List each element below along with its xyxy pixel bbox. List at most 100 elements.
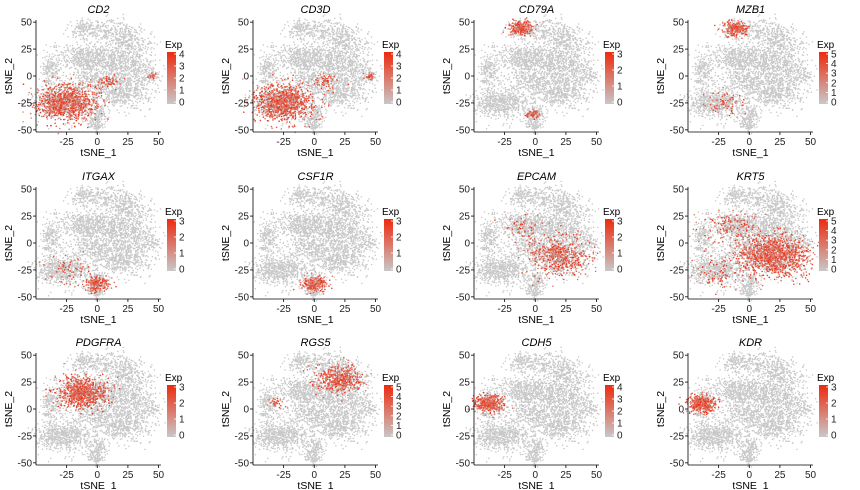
cell-point xyxy=(114,36,116,38)
cell-point xyxy=(94,44,96,46)
cell-point xyxy=(80,25,82,27)
cell-point xyxy=(100,37,102,39)
cell-point xyxy=(99,29,101,31)
cell-point xyxy=(118,39,120,41)
cell-point xyxy=(150,33,152,35)
feature-plot-grid: CD250250-25-50-25 0 25 50tSNE_1tSNE_2Exp432… xyxy=(0,0,860,490)
cell-point xyxy=(83,27,85,29)
cell-point xyxy=(92,25,94,27)
cell-point xyxy=(126,36,128,38)
cell-point xyxy=(139,33,141,35)
cell-point xyxy=(91,28,93,30)
cell-point xyxy=(138,39,140,41)
cell-point xyxy=(75,25,77,27)
cell-point xyxy=(80,28,82,30)
cell-point xyxy=(125,26,127,28)
cell-point xyxy=(134,29,136,31)
cell-point xyxy=(116,32,118,34)
cell-point xyxy=(118,22,120,24)
cell-point xyxy=(84,39,86,41)
cell-point xyxy=(147,59,149,61)
cell-point xyxy=(90,22,92,24)
cell-point xyxy=(149,41,151,43)
cell-point xyxy=(80,39,82,41)
cell-point xyxy=(113,39,115,41)
cell-point xyxy=(67,78,69,80)
cell-point xyxy=(153,48,155,50)
cell-point xyxy=(96,32,98,34)
cell-point xyxy=(110,30,112,32)
cell-point xyxy=(82,21,84,23)
cell-point xyxy=(107,29,109,31)
cell-point xyxy=(117,26,119,28)
cell-point xyxy=(123,31,125,33)
cell-point xyxy=(118,40,120,42)
cell-point xyxy=(80,32,82,34)
cell-point xyxy=(119,45,121,47)
cell-point xyxy=(124,28,126,30)
cell-point xyxy=(82,29,84,31)
cell-point xyxy=(139,48,141,50)
cell-point xyxy=(82,38,84,40)
cell-point xyxy=(132,42,134,44)
cell-point xyxy=(109,20,111,22)
cell-point xyxy=(113,25,115,27)
cell-point xyxy=(120,42,122,44)
cell-point xyxy=(98,24,100,26)
cell-point xyxy=(104,37,106,39)
cell-point xyxy=(120,34,122,36)
cell-point xyxy=(118,42,120,44)
cell-point xyxy=(140,37,142,39)
cell-point xyxy=(96,34,98,36)
cell-point xyxy=(100,26,102,28)
cell-point xyxy=(106,27,108,29)
cell-point xyxy=(106,15,108,17)
cell-point xyxy=(86,74,88,76)
cell-point xyxy=(122,22,124,24)
cell-point xyxy=(81,30,83,32)
cell-point xyxy=(77,31,79,33)
cell-point xyxy=(63,47,65,49)
cell-point xyxy=(72,45,74,47)
cell-point xyxy=(144,29,146,31)
cell-point xyxy=(121,36,123,38)
cell-point xyxy=(125,32,127,34)
cell-point xyxy=(76,20,78,22)
cell-point xyxy=(137,39,139,41)
cell-point xyxy=(128,30,130,32)
cell-point xyxy=(107,20,109,22)
cell-point xyxy=(130,34,132,36)
cell-point xyxy=(89,26,91,28)
cell-point xyxy=(72,33,74,35)
cell-point xyxy=(123,24,125,26)
cell-point xyxy=(80,20,82,22)
cell-point xyxy=(128,31,130,32)
cell-point xyxy=(131,37,133,39)
cell-point xyxy=(110,44,112,46)
cell-point xyxy=(105,42,107,44)
cell-point xyxy=(151,47,153,49)
cell-point xyxy=(125,44,127,46)
cell-point xyxy=(132,48,134,50)
cell-point xyxy=(101,39,103,41)
cell-point xyxy=(114,31,116,33)
cell-point xyxy=(88,28,90,30)
cell-point xyxy=(117,48,119,50)
cell-point xyxy=(106,30,108,32)
cell-point xyxy=(132,35,134,37)
cell-point xyxy=(120,39,122,41)
panel-title: CD2 xyxy=(87,4,109,16)
cell-point xyxy=(110,21,112,23)
cell-point xyxy=(106,38,108,40)
cell-point xyxy=(133,31,135,33)
cell-point xyxy=(105,32,107,34)
cell-point xyxy=(108,35,110,37)
cell-point xyxy=(147,49,149,51)
cell-point xyxy=(124,36,126,38)
cell-point xyxy=(117,38,119,40)
cell-point xyxy=(101,31,103,33)
cell-point xyxy=(144,48,146,50)
cell-point xyxy=(160,41,162,43)
cell-point xyxy=(156,44,158,46)
cell-point xyxy=(135,47,137,49)
